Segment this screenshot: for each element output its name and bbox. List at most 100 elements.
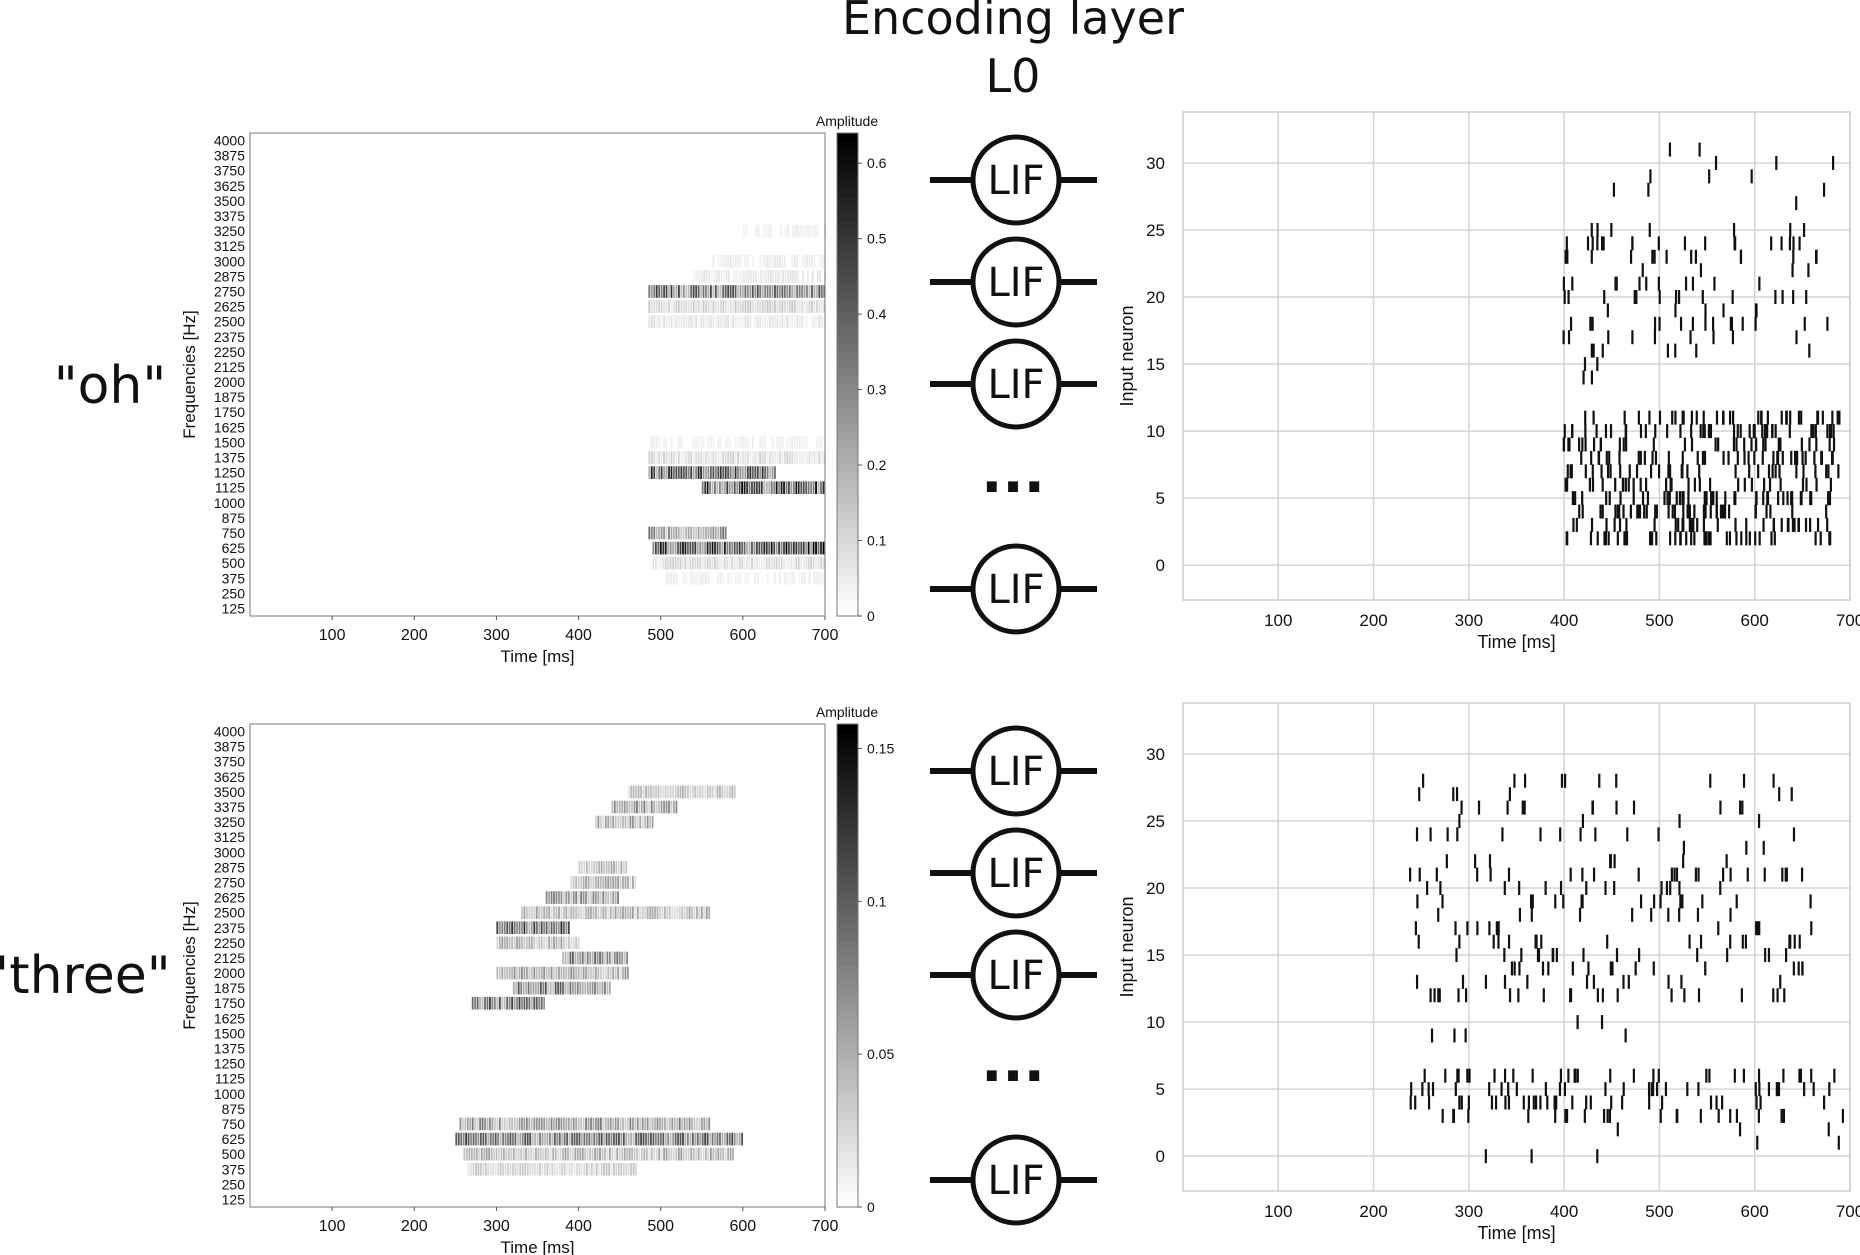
spectrogram-cell	[595, 876, 597, 889]
spectrogram-cell	[662, 1132, 665, 1146]
spectrogram-cell	[682, 1147, 685, 1161]
spectrogram-cell	[646, 815, 649, 829]
spectrogram-cell	[729, 285, 732, 298]
spectrogram-cell	[506, 966, 509, 980]
spectrogram-cell	[673, 526, 675, 540]
spectrogram-cell	[719, 451, 722, 464]
spectrogram-cell	[671, 1117, 674, 1131]
spectrogram-cell	[732, 466, 734, 479]
spectrogram-cell	[618, 800, 621, 814]
spectrogram-cell	[818, 451, 821, 464]
spectrogram-cell	[558, 936, 560, 950]
spectrogram-cell	[702, 436, 705, 449]
spectrogram-cell	[575, 936, 578, 950]
spectrogram-cell	[501, 966, 504, 980]
spectrogram-cell	[642, 785, 645, 799]
spectrogram-cell	[648, 285, 651, 298]
spectrogram-cell	[768, 541, 771, 555]
spectrogram-cell	[665, 300, 668, 313]
spectrogram-cell	[652, 556, 655, 570]
spectrogram-cell	[806, 451, 808, 464]
spectrogram-cell	[677, 315, 680, 329]
spectrogram-cell	[570, 891, 573, 904]
spectrogram-cell	[798, 300, 801, 313]
spectrogram-cell	[670, 466, 673, 479]
spectrogram-cell	[667, 556, 670, 570]
spectrogram-cell	[517, 1147, 520, 1161]
spectrogram-cell	[673, 300, 675, 313]
spectrogram-cell	[620, 1162, 623, 1176]
colorbar-step	[837, 901, 858, 910]
spectrogram-cell	[582, 906, 585, 920]
spectrogram-cell	[779, 224, 782, 238]
spectrogram-cell	[819, 270, 822, 283]
spectrogram-cell	[697, 436, 700, 449]
spectrogram-cell	[496, 936, 499, 950]
spectrogram-cell	[664, 556, 667, 570]
spectrogram-cell	[672, 1132, 675, 1146]
spectrogram-cell	[659, 541, 662, 555]
spectrogram-cell	[602, 876, 605, 889]
spectrogram-cell	[644, 815, 647, 829]
spectrogram-cell	[766, 466, 769, 479]
spectrogram-cell	[595, 1132, 598, 1146]
spectrogram-cell	[607, 876, 610, 889]
spectrogram-cell	[808, 285, 811, 298]
spectrogram-cell	[705, 906, 708, 920]
spectrogram-cell	[776, 436, 779, 449]
spectrogram-cell	[624, 966, 627, 980]
lif-label: LIF	[987, 260, 1044, 306]
spectrogram-cell	[577, 906, 580, 920]
spectrogram-cell	[572, 951, 574, 965]
x-axis-label: Time [ms]	[1477, 1223, 1555, 1243]
spectrogram-cell	[770, 556, 773, 570]
spectrogram-cell	[764, 300, 767, 313]
spectrogram-cell	[694, 1132, 697, 1146]
y-tick-label: 3250	[214, 223, 245, 239]
spectrogram-cell	[721, 481, 724, 495]
spectrogram-cell	[658, 436, 661, 449]
spectrogram-cell	[526, 936, 528, 950]
spectrogram-cell	[774, 451, 776, 464]
spectrogram-cell	[682, 556, 684, 570]
spectrogram-cell	[613, 861, 615, 874]
spectrogram-cell	[788, 541, 790, 555]
spectrogram-cell	[492, 1162, 495, 1176]
spectrogram-cell	[719, 436, 722, 449]
spectrogram-cell	[690, 571, 693, 585]
spectrogram-cell	[737, 571, 739, 585]
spectrogram-cell	[717, 436, 720, 449]
spectrogram-cell	[815, 481, 817, 495]
spectrogram-cell	[691, 1132, 694, 1146]
spectrogram-cell	[543, 906, 546, 920]
spectrogram-cell	[595, 906, 597, 920]
colorbar-step	[837, 519, 858, 528]
spectrogram-cell	[629, 906, 632, 920]
spectrogram-cell	[739, 254, 742, 268]
spectrogram-cell	[749, 285, 752, 298]
spectrogram-cell	[660, 451, 663, 464]
spectrogram-cell	[808, 571, 811, 585]
spectrogram-cell	[528, 921, 531, 935]
spectrogram-cell	[523, 906, 526, 920]
spectrogram-cell	[808, 254, 811, 268]
spectrogram-cell	[744, 285, 747, 298]
spectrogram-cell	[680, 1147, 683, 1161]
spectrogram-cell	[793, 451, 796, 464]
spectrogram-cell	[535, 1117, 538, 1131]
spectrogram-cell	[627, 966, 629, 980]
spectrogram-cell	[622, 1162, 625, 1176]
spectrogram-cell	[770, 541, 773, 555]
spectrogram-cell	[766, 451, 769, 464]
spectrogram-cell	[677, 436, 680, 449]
spectrogram-cell	[734, 300, 737, 313]
spectrogram-cell	[697, 526, 700, 540]
colorbar-step	[837, 479, 858, 488]
spectrogram-cell	[493, 996, 496, 1010]
spectrogram-cell	[769, 315, 771, 329]
spectrogram-cell	[744, 300, 747, 313]
spectrogram-cell	[823, 300, 826, 313]
colorbar-step	[837, 189, 858, 198]
spectrogram-cell	[723, 270, 725, 283]
spectrogram-cell	[535, 921, 538, 935]
